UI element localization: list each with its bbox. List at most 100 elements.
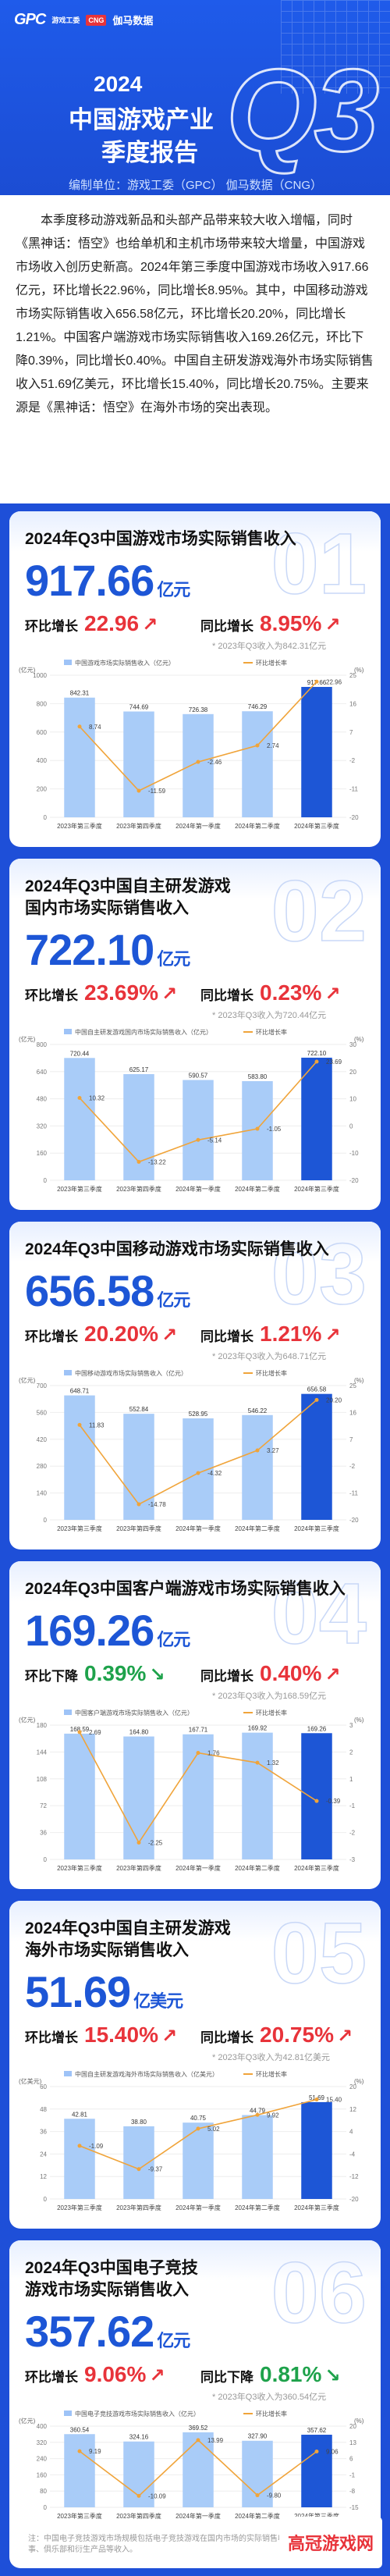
x-tick-label: 2024年第二季度 (235, 1185, 280, 1193)
x-tick-label: 2024年第一季度 (176, 2204, 221, 2211)
growth-rate-point (255, 1448, 260, 1453)
y-tick-label: 160 (37, 1150, 48, 1157)
yoy-stat: 同比增长 1.21% ↗ (200, 1322, 341, 1347)
growth-rate-point (196, 1137, 200, 1142)
y2-tick-label: 2 (349, 1749, 353, 1756)
bar-value-label: 168.59 (70, 1726, 90, 1733)
card-number: 02 (271, 863, 367, 960)
stat-label: 同比增长 (200, 1329, 254, 1344)
y2-tick-label: -2 (349, 1830, 356, 1837)
growth-rate-label: -9.80 (267, 2492, 282, 2500)
card-number: 04 (271, 1565, 367, 1663)
legend-swatch-bar (64, 1370, 72, 1375)
growth-rate-point (255, 2493, 260, 2498)
y-tick-label: 0 (44, 1177, 48, 1184)
growth-rate-label: -13.22 (148, 1158, 166, 1165)
growth-rate-label: -1.09 (89, 2143, 104, 2150)
bar (242, 711, 273, 817)
growth-rate-point (196, 2438, 200, 2443)
legend-swatch-bar (64, 660, 72, 665)
x-tick-label: 2024年第一季度 (176, 1864, 221, 1872)
stat-value: 1.21% (260, 1322, 322, 1346)
growth-rate-point (196, 2126, 200, 2131)
y2-tick-label: 13 (349, 2439, 356, 2446)
x-tick-label: 2024年第三季度 (294, 1185, 339, 1193)
stat-label: 环比下降 (25, 1669, 78, 1684)
headline-unit: 亿元 (157, 1290, 190, 1310)
y2-tick-label: -11 (349, 1490, 359, 1497)
growth-rate-label: 2.69 (89, 1729, 101, 1736)
bar (123, 1414, 154, 1520)
y-tick-label: 108 (37, 1776, 48, 1783)
legend-label-bar: 中国移动游戏市场实际销售收入（亿元） (75, 1369, 187, 1377)
qoq-stat: 环比增长 22.96 ↗ (25, 611, 158, 636)
legend-label-bar: 中国游戏市场实际销售收入（亿元） (75, 659, 175, 667)
bar (64, 1395, 95, 1520)
y2-tick-label: 16 (349, 700, 356, 707)
stat-card-03: 03 2024年Q3中国移动游戏市场实际销售收入 656.58 亿元 环比增长 20.20… (9, 1222, 381, 1550)
stat-card-01: 01 2024年Q3中国游戏市场实际销售收入 917.66 亿元 环比增长 22.96 ↗ 同… (9, 511, 381, 847)
y-axis-unit: (亿元) (19, 1716, 36, 1724)
growth-rate-label: 23.69 (326, 1059, 342, 1066)
growth-rate-label: -10.09 (148, 2492, 166, 2500)
y-tick-label: 320 (37, 2439, 48, 2446)
bar-value-label: 167.71 (189, 1727, 208, 1734)
growth-rate-label: -1.05 (267, 1126, 282, 1133)
y-tick-label: 560 (37, 1409, 48, 1416)
headline-value: 169.26 亿元 (25, 1605, 190, 1656)
y2-axis-unit: (%) (354, 1036, 364, 1043)
intro-paragraph: 本季度移动游戏新品和头部产品带来较大收入增幅，同时《黑神话：悟空》也给单机和主机… (16, 214, 374, 415)
y-tick-label: 36 (40, 2129, 47, 2136)
bar (64, 2119, 95, 2199)
y-tick-label: 700 (37, 1382, 48, 1389)
x-tick-label: 2024年第二季度 (235, 2204, 280, 2211)
x-tick-label: 2024年第三季度 (294, 1525, 339, 1532)
bar (183, 1080, 214, 1180)
growth-rate-point (314, 1059, 319, 1064)
x-tick-label: 2024年第二季度 (235, 2512, 280, 2520)
bar-value-label: 40.75 (190, 2115, 207, 2122)
stat-value: 8.95% (260, 611, 322, 635)
arrow-up-icon: ↗ (161, 1325, 178, 1346)
stat-value: 22.96 (84, 611, 140, 635)
y2-tick-label: 20 (349, 2083, 356, 2090)
bar-value-label: 648.71 (70, 1388, 90, 1395)
bar-value-label: 552.84 (129, 1406, 149, 1413)
yoy-stat: 同比增长 20.75% ↗ (200, 2023, 353, 2048)
x-tick-label: 2023年第四季度 (116, 2512, 161, 2520)
arrow-up-icon: ↗ (336, 2026, 353, 2047)
legend-label-line: 环比增长率 (256, 2410, 287, 2418)
headline-number: 656.58 (25, 1266, 154, 1315)
y2-tick-label: -11 (349, 786, 359, 793)
legend-label-line: 环比增长率 (256, 1709, 287, 1717)
headline-unit: 亿元 (157, 580, 190, 600)
x-tick-label: 2024年第二季度 (235, 1525, 280, 1532)
bar (123, 711, 154, 817)
bar-value-label: 324.16 (129, 2434, 149, 2441)
card-header-band (9, 2240, 381, 2281)
cng-logo-text: 伽马数据 (112, 15, 154, 27)
growth-rate-label: 20.20 (326, 1397, 342, 1404)
legend-label-bar: 中国自主研发游戏海外市场实际销售收入（亿美元） (75, 2070, 218, 2078)
y2-tick-label: -2 (349, 757, 356, 764)
stat-card-05: 05 2024年Q3中国自主研发游戏 海外市场实际销售收入 51.69 亿美元 环比增长… (9, 1901, 381, 2229)
y2-tick-label: -20 (349, 1177, 359, 1184)
stat-value: 0.81% (260, 2362, 322, 2386)
y2-tick-label: 25 (349, 672, 356, 679)
bar (301, 1057, 332, 1180)
y-tick-label: 80 (40, 2488, 47, 2495)
growth-rate-point (136, 1841, 141, 1845)
card-number: 05 (271, 1905, 367, 2002)
bar-value-label: 583.80 (248, 1073, 268, 1080)
revenue-chart: 中国自主研发游戏海外市场实际销售收入（亿美元） 环比增长率 (亿美元) (%) 0 -20… (19, 2070, 364, 2211)
x-tick-label: 2024年第一季度 (176, 1525, 221, 1532)
growth-rate-label: -0.39 (326, 1798, 341, 1805)
growth-rate-point (77, 1730, 82, 1735)
growth-rate-label: 3.27 (267, 1447, 279, 1454)
stat-label: 环比增长 (25, 2030, 78, 2045)
bar-value-label: 528.95 (189, 1411, 208, 1418)
y-axis-unit: (亿元) (19, 1376, 36, 1384)
stat-value: 0.40% (260, 1661, 322, 1685)
y2-tick-label: -4 (349, 2151, 356, 2158)
report-year: 2024 (94, 72, 143, 96)
